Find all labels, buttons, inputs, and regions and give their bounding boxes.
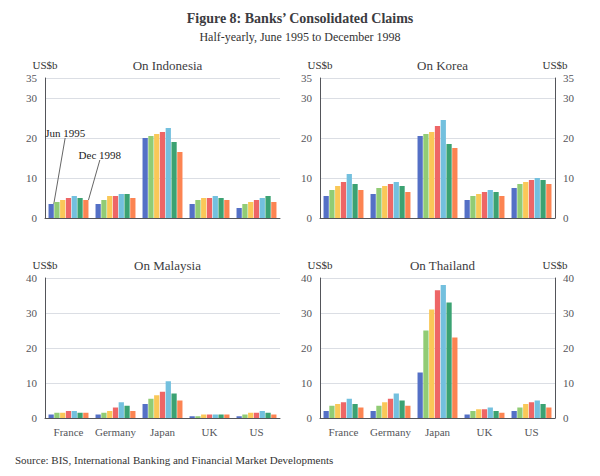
svg-text:30: 30: [301, 307, 313, 319]
svg-text:US: US: [524, 426, 538, 438]
svg-text:30: 30: [563, 92, 575, 104]
svg-text:35: 35: [563, 72, 575, 84]
svg-text:Japan: Japan: [425, 426, 451, 438]
svg-text:Dec 1998: Dec 1998: [79, 149, 122, 161]
svg-text:10: 10: [301, 172, 313, 184]
svg-text:20: 20: [563, 342, 575, 354]
svg-text:Source: BIS, International Ban: Source: BIS, International Banking and F…: [15, 454, 333, 466]
svg-text:US$b: US$b: [32, 259, 58, 271]
svg-text:10: 10: [26, 172, 38, 184]
svg-text:20: 20: [301, 132, 313, 144]
svg-text:UK: UK: [477, 426, 493, 438]
svg-text:40: 40: [301, 272, 313, 284]
svg-text:30: 30: [26, 92, 38, 104]
svg-text:0: 0: [32, 412, 38, 424]
svg-text:On Malaysia: On Malaysia: [134, 258, 201, 273]
svg-text:0: 0: [307, 412, 313, 424]
svg-text:Japan: Japan: [150, 426, 176, 438]
svg-text:20: 20: [563, 132, 575, 144]
svg-text:Jun 1995: Jun 1995: [45, 127, 86, 139]
svg-text:10: 10: [563, 172, 575, 184]
svg-text:30: 30: [563, 307, 575, 319]
svg-text:On Thailand: On Thailand: [410, 258, 476, 273]
svg-text:0: 0: [307, 212, 313, 224]
svg-text:35: 35: [26, 72, 38, 84]
svg-text:20: 20: [26, 132, 38, 144]
svg-text:20: 20: [26, 342, 38, 354]
svg-text:Figure 8: Banks’ Consolidated: Figure 8: Banks’ Consolidated Claims: [187, 11, 414, 26]
svg-text:US$b: US$b: [32, 59, 58, 71]
svg-text:UK: UK: [202, 426, 218, 438]
svg-text:US$b: US$b: [542, 259, 568, 271]
svg-text:0: 0: [32, 212, 38, 224]
svg-text:France: France: [54, 426, 84, 438]
svg-text:Germany: Germany: [370, 426, 411, 438]
svg-text:30: 30: [301, 92, 313, 104]
svg-text:35: 35: [301, 72, 313, 84]
svg-text:US$b: US$b: [307, 259, 333, 271]
svg-text:France: France: [329, 426, 359, 438]
svg-text:US$b: US$b: [542, 59, 568, 71]
svg-text:40: 40: [563, 272, 575, 284]
svg-text:20: 20: [301, 342, 313, 354]
svg-text:10: 10: [26, 377, 38, 389]
svg-text:10: 10: [563, 377, 575, 389]
svg-text:On Korea: On Korea: [417, 58, 468, 73]
svg-text:30: 30: [26, 307, 38, 319]
svg-text:Germany: Germany: [95, 426, 136, 438]
svg-text:Half-yearly, June 1995 to Dece: Half-yearly, June 1995 to December 1998: [199, 30, 400, 44]
svg-text:On Indonesia: On Indonesia: [133, 58, 203, 73]
svg-text:US: US: [249, 426, 263, 438]
svg-text:10: 10: [301, 377, 313, 389]
svg-text:0: 0: [563, 412, 569, 424]
svg-text:40: 40: [26, 272, 38, 284]
svg-text:US$b: US$b: [307, 59, 333, 71]
svg-text:0: 0: [563, 212, 569, 224]
